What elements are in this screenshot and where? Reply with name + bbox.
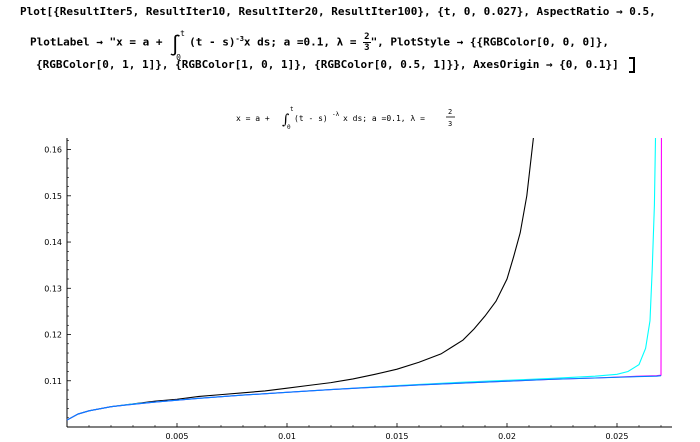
series-group xyxy=(66,137,662,421)
y-tick-label: 0.12 xyxy=(44,331,62,340)
y-tick-label: 0.11 xyxy=(44,377,62,386)
integral-lower-limit: 0 xyxy=(176,52,181,62)
cell-bracket[interactable] xyxy=(629,57,635,73)
y-tick-label: 0.15 xyxy=(44,192,62,201)
plot-label-int-upper: t xyxy=(290,106,294,113)
integral-sign-icon: ∫ t 0 xyxy=(169,28,185,62)
plot-label-pre: x = a + xyxy=(236,114,270,123)
plot-label-int-lower: 0 xyxy=(287,124,291,131)
input-line-3: {RGBColor[0, 1, 1]}, {RGBColor[1, 0, 1]}… xyxy=(36,58,619,71)
x-tick-label: 0.005 xyxy=(166,432,189,441)
y-tick-label: 0.16 xyxy=(44,146,62,155)
input-cell[interactable]: Plot[{ResultIter5, ResultIter10, ResultI… xyxy=(0,0,700,80)
series-line-4 xyxy=(66,375,662,421)
input-line-2-part-c: x ds; a =0.1, λ = xyxy=(243,35,364,49)
input-line-2-part-d: ", PlotStyle → {{RGBColor[0, 0, 0]}, xyxy=(370,35,609,49)
fraction-numerator: 2 xyxy=(363,32,371,43)
series-line-2 xyxy=(66,137,657,421)
input-line-1: Plot[{ResultIter5, ResultIter10, ResultI… xyxy=(20,5,656,18)
fraction-denominator: 3 xyxy=(364,43,370,53)
x-tick-label: 0.02 xyxy=(498,432,516,441)
y-tick-label: 0.13 xyxy=(44,284,62,293)
y-tick-label: 0.14 xyxy=(44,238,62,247)
x-tick-label: 0.015 xyxy=(386,432,409,441)
plot-label-integral-icon: ∫ xyxy=(282,112,289,128)
input-line-2-exponent: -3 xyxy=(235,34,244,43)
plot-label-post: x ds; a =0.1, λ = xyxy=(343,114,425,123)
integral-upper-limit: t xyxy=(180,28,185,38)
input-line-2: PlotLabel → "x = a + ∫ t 0 (t - s)-3x ds; a… xyxy=(30,28,609,62)
plot-label-frac-num: 2 xyxy=(448,108,452,116)
x-tick-label: 0.025 xyxy=(606,432,629,441)
axes: 0.005 0.01 0.015 0.02 0.025 0.11 0.12 0.13 0.14 0… xyxy=(44,138,672,441)
input-line-2-part-b: (t - s) xyxy=(189,35,236,49)
plot-label: x = a + ∫ t 0 (t - s) -λ x ds; a =0.1, λ… xyxy=(236,106,455,131)
plot-label-frac-den: 3 xyxy=(448,120,452,128)
input-line-2-part-a: PlotLabel → "x = a + xyxy=(30,35,170,49)
plot-label-exp: -λ xyxy=(332,111,340,118)
series-line-1 xyxy=(66,137,534,421)
x-tick-label: 0.01 xyxy=(278,432,296,441)
plot-label-mid: (t - s) xyxy=(294,114,328,123)
